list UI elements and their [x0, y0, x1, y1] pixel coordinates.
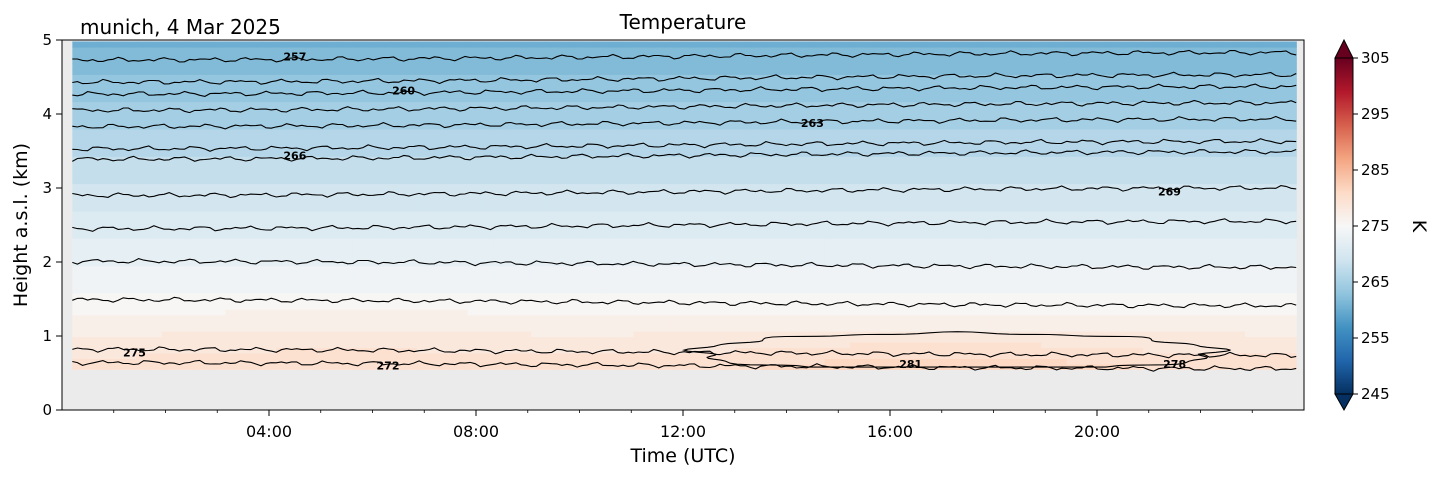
contour-label: 266	[283, 149, 306, 162]
contour-label: 260	[392, 84, 415, 97]
contour-label: 275	[123, 346, 146, 359]
temperature-field	[72, 41, 1297, 370]
isotherm-line	[72, 185, 1297, 199]
y-tick-label: 3	[42, 179, 52, 197]
contour-label: 272	[377, 360, 400, 373]
y-axis: 0 1 2 3 4 5	[42, 31, 62, 419]
x-tick-label: 20:00	[1074, 422, 1120, 441]
isotherm-line	[72, 346, 1297, 359]
isotherm-line	[72, 148, 1297, 162]
isotherm-line	[72, 83, 1297, 97]
isotherm-contours	[72, 49, 1297, 372]
isotherm-line	[72, 359, 1297, 372]
x-axis: 04:00 08:00 12:00 16:00 20:00	[113, 410, 1253, 441]
colorbar-tick-label: 275	[1361, 217, 1390, 235]
y-axis-title: Height a.s.l. (km)	[10, 143, 32, 307]
colorbar-tick-label: 305	[1361, 49, 1390, 67]
y-tick-label: 2	[42, 253, 52, 271]
x-axis-title: Time (UTC)	[629, 445, 735, 467]
contour-label: 257	[283, 50, 306, 63]
isotherm-line	[72, 71, 1297, 85]
y-tick-label: 5	[42, 31, 52, 49]
colorbar-tick-label: 295	[1361, 105, 1390, 123]
colorbar-tick-label: 265	[1361, 273, 1390, 291]
colorbar-label: K	[1408, 220, 1429, 233]
x-tick-label: 12:00	[660, 422, 706, 441]
colorbar-tick-label: 285	[1361, 161, 1390, 179]
isotherm-line	[72, 296, 1297, 309]
contour-label: 269	[1158, 186, 1181, 199]
y-tick-label: 4	[42, 105, 52, 123]
isotherm-line	[72, 115, 1297, 130]
isotherm-line	[72, 99, 1297, 114]
colorbar-extend-top	[1334, 38, 1354, 59]
plot-area: 257 260 263 266 269 275 272 281 278	[61, 39, 1305, 411]
isotherm-line	[72, 218, 1297, 232]
chart-subtitle: munich, 4 Mar 2025	[80, 15, 281, 39]
colorbar-gradient	[1334, 57, 1354, 395]
isotherm-line	[72, 258, 1297, 270]
isotherm-line	[72, 49, 1297, 63]
warm-region-contour	[681, 331, 1231, 368]
colorbar-ticks: 245 255 265 275 285 295 305	[1353, 49, 1390, 403]
chart-title: Temperature	[619, 10, 747, 34]
isotherm-line	[72, 138, 1297, 152]
colorbar-tick-label: 255	[1361, 329, 1390, 347]
colorbar-extend-bottom	[1334, 393, 1354, 412]
colorbar: 245 255 265 275 285 295 305 K	[1334, 38, 1429, 412]
contour-label: 263	[801, 117, 824, 130]
contour-label: 281	[899, 358, 922, 371]
colorbar-tick-label: 245	[1361, 385, 1390, 403]
x-tick-label: 08:00	[453, 422, 499, 441]
contour-labels: 257 260 263 266 269 275 272 281 278	[123, 50, 1186, 372]
y-tick-label: 1	[42, 327, 52, 345]
x-tick-label: 04:00	[246, 422, 292, 441]
y-tick-label: 0	[42, 401, 52, 419]
contour-label: 278	[1163, 358, 1186, 371]
x-tick-label: 16:00	[867, 422, 913, 441]
